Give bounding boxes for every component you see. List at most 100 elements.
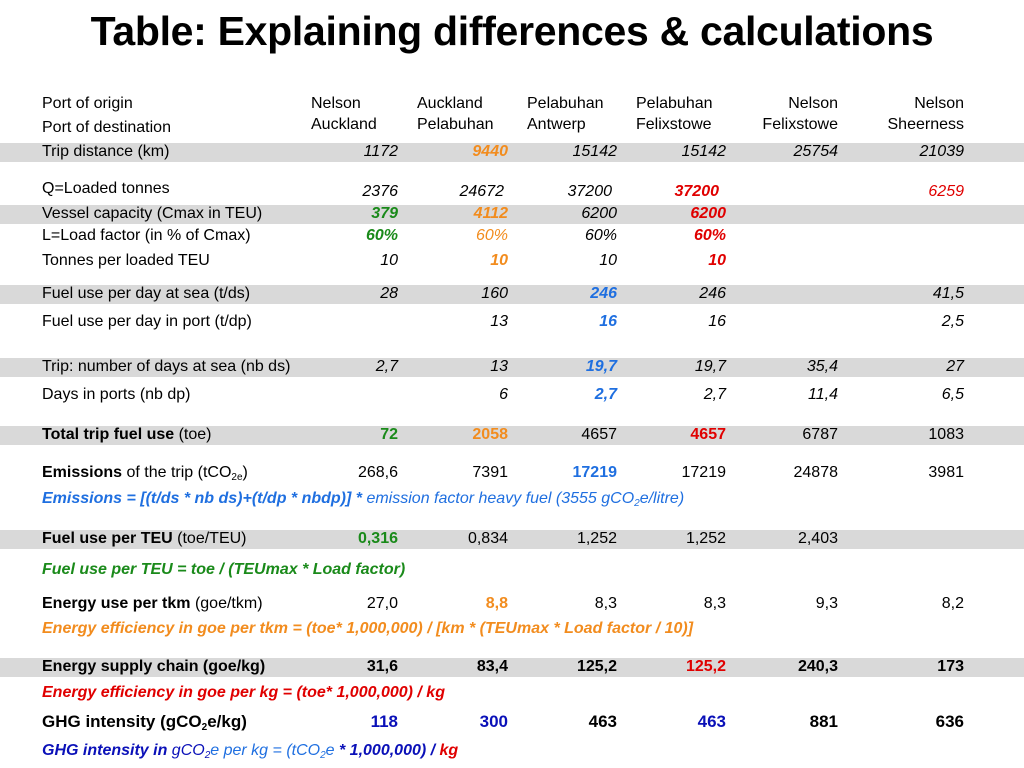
row-label: L=Load factor (in % of Cmax) (42, 227, 251, 244)
cell-value: 2,7 (375, 358, 398, 375)
formula-part: GHG intensity in (42, 742, 172, 759)
cell-value: 60% (584, 227, 617, 244)
cell-value: 13 (490, 358, 508, 375)
row-label: Trip distance (km) (42, 143, 170, 160)
cell-value: 13 (490, 313, 508, 330)
subscript: 2 (201, 722, 208, 733)
cell-value: 24878 (793, 464, 839, 481)
table-row: Energy use per tkm (goe/tkm) 27,0 8,8 8,… (0, 595, 1024, 619)
route-destination: Felixstowe (762, 116, 838, 133)
cell-value: 10 (380, 252, 398, 269)
row-band (0, 426, 1024, 445)
subscript: 2 (634, 498, 640, 509)
route-origin: Nelson (788, 95, 838, 112)
row-label: Q=Loaded tonnes (42, 180, 170, 197)
cell-value: 8,3 (703, 595, 726, 612)
cell-value: 1,252 (576, 530, 617, 547)
origin-label: Port of origin (42, 95, 133, 112)
subscript: 2 (204, 750, 211, 761)
cell-value: 6 (499, 386, 508, 403)
cell-value: 125,2 (576, 658, 617, 675)
route-destination: Felixstowe (636, 116, 712, 133)
cell-value: 10 (599, 252, 617, 269)
subscript: 2 (320, 750, 326, 761)
cell-value: 463 (588, 712, 617, 731)
page-title: Table: Explaining differences & calculat… (90, 8, 934, 54)
route-origin: Auckland (417, 95, 483, 112)
route-destination: Antwerp (527, 116, 586, 133)
table-row: Trip: number of days at sea (nb ds) 2,7 … (0, 358, 1024, 382)
cell-value: 60% (365, 227, 398, 244)
cell-value: 6200 (690, 205, 726, 222)
cell-value: 2,5 (941, 313, 964, 330)
cell-value: 4112 (473, 205, 508, 222)
row-label-bold: Energy use per tkm (42, 595, 191, 612)
route-destination: Sheerness (887, 116, 965, 133)
row-band (0, 658, 1024, 677)
table-row: Emissions of the trip (tCO2e) 268,6 7391… (0, 464, 1024, 488)
row-band (0, 358, 1024, 377)
formula-text: emission factor heavy fuel (3555 gCO (366, 490, 635, 507)
row-label: Fuel use per TEU (toe/TEU) (42, 530, 247, 548)
cell-value: 2376 (362, 183, 398, 200)
table-row: Vessel capacity (Cmax in TEU) 379 4112 6… (0, 205, 1024, 229)
cell-value: 28 (380, 285, 398, 302)
row-label: Energy use per tkm (goe/tkm) (42, 595, 263, 613)
route-origin: Nelson (914, 95, 964, 112)
row-label-bold: Fuel use per TEU (42, 530, 173, 547)
subscript: 2e (231, 472, 243, 483)
formula-part: e per kg = (tCO (210, 742, 321, 759)
cell-value: 125,2 (685, 658, 726, 675)
row-label: Tonnes per loaded TEU (42, 252, 210, 269)
table-row: Energy supply chain (goe/kg) 31,6 83,4 1… (0, 658, 1024, 682)
formula-energy-efficiency-tkm: Energy efficiency in goe per tkm = (toe*… (42, 620, 694, 637)
row-label-text: GHG intensity (gCO (42, 712, 202, 731)
cell-value: 2,403 (797, 530, 838, 547)
table-row: Tonnes per loaded TEU 10 10 10 10 (0, 252, 1024, 276)
route-origin: Pelabuhan (636, 95, 713, 112)
row-label-bold: Total trip fuel use (42, 426, 175, 443)
table-row: Fuel use per day at sea (t/ds) 28 160 24… (0, 285, 1024, 309)
cell-value: 41,5 (932, 285, 964, 302)
row-label-unit: (toe/TEU) (172, 530, 247, 547)
cell-value: 636 (935, 712, 964, 731)
row-label: Trip: number of days at sea (nb ds) (42, 358, 291, 375)
route-origin: Nelson (311, 95, 361, 112)
cell-value: 4657 (581, 426, 617, 443)
row-label-unit: (toe) (174, 426, 212, 443)
cell-value: 3981 (928, 464, 964, 481)
cell-value: 881 (809, 712, 838, 731)
row-label: Fuel use per day in port (t/dp) (42, 313, 252, 330)
table-row: Q=Loaded tonnes (0, 180, 1024, 204)
formula-fuel-per-teu: Fuel use per TEU = toe / (TEUmax * Load … (42, 561, 406, 578)
table-row: Fuel use per TEU (toe/TEU) 0,316 0,834 1… (0, 530, 1024, 554)
table-row-values: 2376 24672 37200 37200 6259 (0, 183, 1024, 207)
row-band (0, 530, 1024, 549)
cell-value: 17219 (681, 464, 727, 481)
cell-value: 463 (697, 712, 726, 731)
cell-value: 27,0 (366, 595, 398, 612)
cell-value: 11,4 (808, 386, 838, 403)
cell-value: 379 (371, 205, 398, 222)
cell-value: 118 (370, 712, 398, 731)
formula-part: * 1,000,000) / (334, 742, 440, 759)
cell-value: 9440 (472, 143, 508, 160)
cell-value: 17219 (572, 464, 618, 481)
formula-part: kg (439, 742, 459, 759)
cell-value: 16 (708, 313, 726, 330)
cell-value: 160 (481, 285, 508, 302)
table-row: Trip distance (km) 1172 9440 15142 15142… (0, 143, 1024, 167)
cell-value: 37200 (674, 183, 720, 200)
formula-bold: Emissions = [(t/ds * nb ds)+(t/dp * nbdp… (42, 490, 367, 507)
row-band (0, 205, 1024, 224)
cell-value: 19,7 (694, 358, 726, 375)
cell-value: 10 (708, 252, 726, 269)
formula-ghg: GHG intensity in gCO2e per kg = (tCO2e *… (42, 742, 459, 761)
cell-value: 6787 (802, 426, 838, 443)
row-band (0, 285, 1024, 304)
formula-part: gCO (171, 742, 205, 759)
cell-value: 60% (475, 227, 508, 244)
cell-value: 1172 (363, 143, 398, 160)
cell-value: 246 (590, 285, 617, 302)
row-band (0, 143, 1024, 162)
